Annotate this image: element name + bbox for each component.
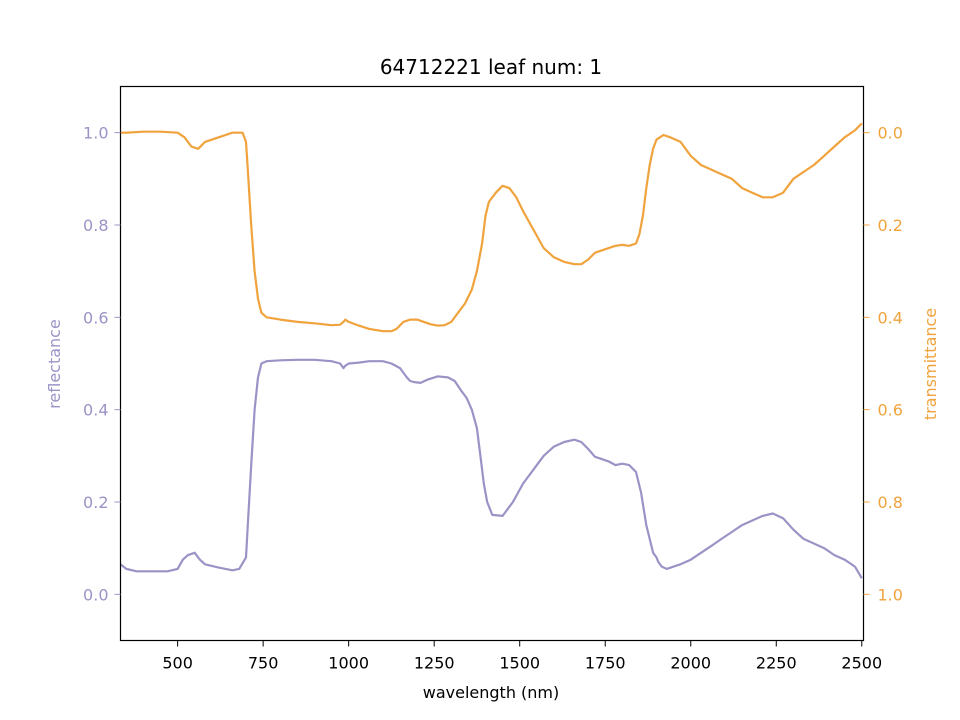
x-tick-label: 2250 (756, 654, 797, 673)
x-tick-label: 1000 (328, 654, 369, 673)
y-right-tick-label: 0.4 (878, 308, 903, 327)
y-left-tick-label: 1.0 (83, 124, 108, 143)
x-tick-label: 750 (248, 654, 279, 673)
x-tick-label: 2500 (841, 654, 882, 673)
y-right-tick-label: 0.0 (878, 124, 903, 143)
x-tick-label: 1500 (499, 654, 540, 673)
x-axis-ticks: 500 750 1000 1250 1500 1750 2000 2250 2500 (162, 640, 882, 673)
y-left-axis-label: reflectance (45, 319, 64, 409)
transmittance-line (120, 122, 863, 333)
series-layer (119, 122, 863, 579)
y-left-tick-label: 0.0 (83, 585, 108, 604)
y-left-tick-label: 0.4 (83, 401, 108, 420)
y-right-tick-label: 0.8 (878, 493, 903, 512)
y-right-axis-label: transmittance (921, 308, 940, 420)
y-left-tick-label: 0.6 (83, 308, 108, 327)
y-right-tick-label: 0.6 (878, 401, 903, 420)
plot-frame (119, 85, 865, 642)
y-right-axis-ticks: 0.0 0.2 0.4 0.6 0.8 1.0 (863, 124, 903, 604)
chart-title: 64712221 leaf num: 1 (380, 55, 602, 79)
y-right-tick-label: 1.0 (878, 585, 903, 604)
y-right-tick-label: 0.2 (878, 216, 903, 235)
y-left-tick-label: 0.2 (83, 493, 108, 512)
y-left-axis-ticks: 0.0 0.2 0.4 0.6 0.8 1.0 (83, 124, 121, 604)
x-tick-label: 2000 (670, 654, 711, 673)
y-left-tick-label: 0.8 (83, 216, 108, 235)
reflectance-line (119, 358, 863, 579)
x-tick-label: 1250 (414, 654, 455, 673)
x-tick-label: 500 (162, 654, 193, 673)
x-tick-label: 1750 (585, 654, 626, 673)
x-axis-label: wavelength (nm) (423, 683, 560, 702)
